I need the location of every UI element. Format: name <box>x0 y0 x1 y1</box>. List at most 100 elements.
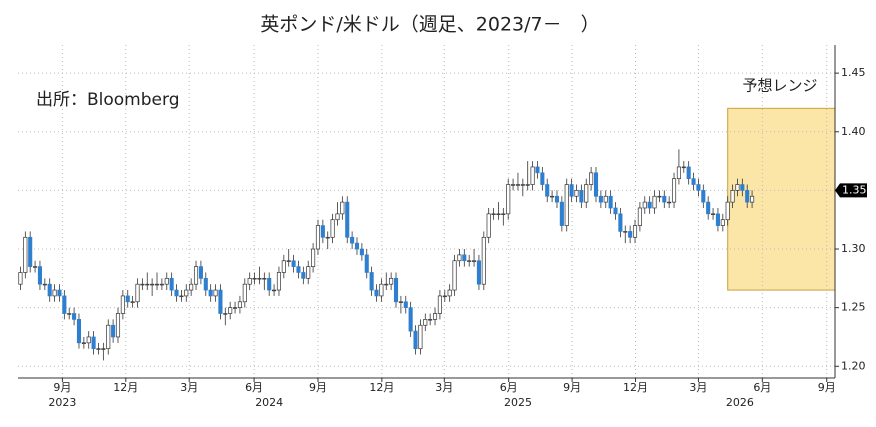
candle-body <box>91 336 96 350</box>
candle-body <box>47 283 52 297</box>
candle-body <box>242 283 247 303</box>
candle-body <box>96 348 101 350</box>
candle-body <box>676 166 681 180</box>
x-tick-label: 9月 <box>53 381 71 394</box>
candle-body <box>228 307 233 314</box>
candle-body <box>428 319 433 321</box>
candle-body <box>301 272 306 279</box>
candle-body <box>150 283 155 286</box>
candle-body <box>652 195 657 209</box>
candle-body <box>291 260 296 267</box>
candle-body <box>418 324 423 350</box>
y-tick-label: 1.20 <box>841 359 866 372</box>
candle-body <box>272 289 277 292</box>
candle-body <box>33 266 38 268</box>
candle-body <box>447 289 452 297</box>
candle-body <box>486 213 491 238</box>
candle-body <box>730 190 735 203</box>
candle-body <box>233 307 238 309</box>
forecast-label: 予想レンジ <box>742 77 817 95</box>
candle-body <box>476 260 481 285</box>
x-tick-label: 6月 <box>753 381 771 394</box>
candle-body <box>701 190 706 203</box>
x-tick-label: 9月 <box>818 381 836 394</box>
candle-body <box>374 289 379 297</box>
candle-body <box>340 201 345 215</box>
candle-body <box>530 166 535 185</box>
candle-body <box>452 260 457 291</box>
candle-body <box>262 277 267 280</box>
candle-body <box>159 283 164 286</box>
candle-body <box>184 289 189 297</box>
candle-body <box>467 260 472 262</box>
candle-body <box>325 236 330 239</box>
candle-body <box>379 283 384 297</box>
x-tick-label: 12月 <box>369 381 394 394</box>
y-tick-label: 1.40 <box>841 125 866 138</box>
candle-body <box>511 184 516 186</box>
candle-body <box>145 283 150 286</box>
candle-body <box>515 184 521 186</box>
candle-body <box>569 184 574 197</box>
candle-body <box>740 184 745 191</box>
candle-body <box>564 184 569 226</box>
price-tag-label: 1.35 <box>842 183 867 196</box>
forecast-range <box>727 107 836 291</box>
candle-body <box>398 301 403 303</box>
candle-body <box>276 272 282 291</box>
candle-body <box>711 213 716 215</box>
candle-body <box>715 213 720 226</box>
x-tick-label: 3月 <box>180 381 198 394</box>
candle-body <box>667 201 672 204</box>
candle-body <box>735 184 740 191</box>
candle-body <box>359 248 364 256</box>
candle-body <box>62 295 67 314</box>
candle-body <box>584 184 589 203</box>
candle-body <box>681 166 686 169</box>
candle-body <box>37 266 42 285</box>
y-tick-label: 1.45 <box>841 66 866 79</box>
candle-body <box>237 301 242 308</box>
year-label: 2025 <box>504 396 532 409</box>
candle-body <box>354 242 360 250</box>
candle-body <box>252 277 257 280</box>
candle-body <box>174 289 179 297</box>
candle-body <box>169 277 174 291</box>
candle-body <box>101 348 106 350</box>
chart-title: 英ポンド/米ドル（週足、2023/7－ ） <box>260 14 599 36</box>
candle-body <box>623 231 628 233</box>
x-tick-label: 3月 <box>435 381 453 394</box>
candle-body <box>403 301 408 308</box>
candle-body <box>657 195 662 198</box>
candle-body <box>472 260 477 262</box>
candle-body <box>218 289 223 314</box>
candle-body <box>203 277 208 291</box>
candle-body <box>413 330 418 350</box>
candle-body <box>223 313 228 315</box>
y-tick-label: 1.30 <box>841 242 866 255</box>
candle-body <box>457 254 462 262</box>
candle-body <box>135 283 140 303</box>
candle-body <box>120 295 125 314</box>
candle-body <box>140 283 145 286</box>
candle-body <box>315 225 321 250</box>
candle-body <box>72 313 77 320</box>
candle-body <box>462 254 467 262</box>
candle-body <box>52 289 57 297</box>
candle-body <box>76 319 82 344</box>
candle-body <box>501 213 506 215</box>
candle-body <box>281 260 286 273</box>
candle-body <box>330 219 335 238</box>
candle-body <box>335 213 340 221</box>
candle-body <box>198 266 203 279</box>
candle-body <box>57 289 62 297</box>
candle-body <box>481 236 486 285</box>
candle-body <box>350 236 355 244</box>
x-tick-label: 9月 <box>563 381 581 394</box>
candle-body <box>725 201 730 221</box>
candle-body <box>23 236 28 273</box>
candle-body <box>115 313 121 338</box>
candle-body <box>437 295 442 314</box>
candle-body <box>647 201 652 209</box>
candle-body <box>642 201 647 209</box>
